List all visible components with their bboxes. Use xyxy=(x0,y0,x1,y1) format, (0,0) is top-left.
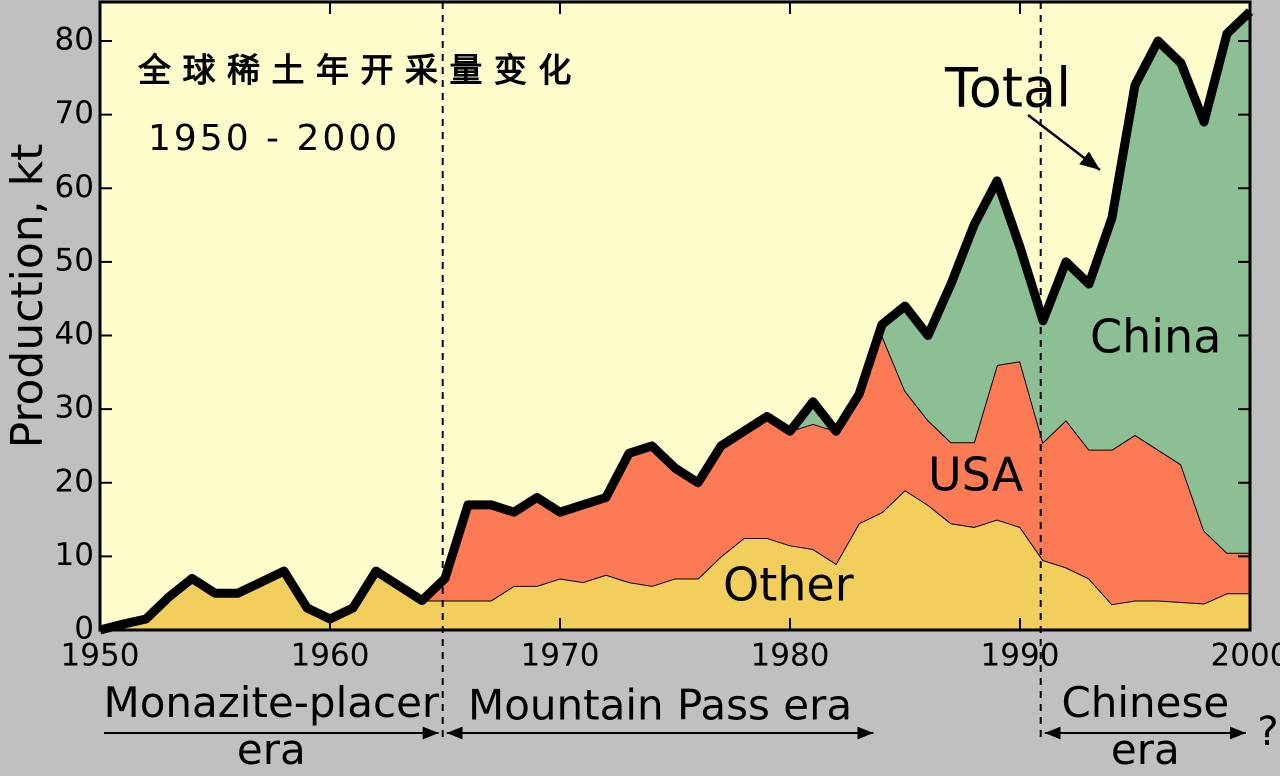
total-label: Total xyxy=(944,57,1071,120)
series-label: Other xyxy=(723,558,854,612)
plot-frame xyxy=(98,0,1252,632)
x-tick-label: 1970 xyxy=(521,638,600,674)
y-tick-label: 70 xyxy=(55,95,94,131)
y-tick-label: 0 xyxy=(74,611,94,647)
y-tick-label: 10 xyxy=(55,537,94,573)
x-tick-label: 1990 xyxy=(981,638,1060,674)
total-line xyxy=(98,8,1254,635)
series-label: China xyxy=(1090,310,1221,364)
x-tick-label: 1950 xyxy=(61,638,140,674)
x-tick-label: 1960 xyxy=(291,638,370,674)
y-tick-label: 50 xyxy=(55,242,94,278)
y-tick-label: 40 xyxy=(55,316,94,352)
y-tick-label: 20 xyxy=(55,463,94,499)
y-axis-label: Production, kt xyxy=(2,144,53,449)
y-tick-label: 80 xyxy=(55,22,94,58)
chart-title: 全 球 稀 土 年 开 采 量 变 化 xyxy=(137,51,571,90)
area xyxy=(100,335,1250,630)
era-label: Chinese era xyxy=(1061,678,1229,774)
era-label: Monazite-placer era xyxy=(103,678,439,774)
future-label: ? xyxy=(1257,709,1278,755)
area xyxy=(100,11,1250,631)
era-label: Mountain Pass era xyxy=(468,681,852,730)
series-label: USA xyxy=(928,448,1024,502)
y-tick-label: 60 xyxy=(55,169,94,205)
x-tick-label: 1980 xyxy=(751,638,830,674)
x-tick-label: 2000 xyxy=(1211,638,1280,674)
chart-subtitle: 1950 - 2000 xyxy=(148,118,400,159)
y-tick-label: 30 xyxy=(55,390,94,426)
